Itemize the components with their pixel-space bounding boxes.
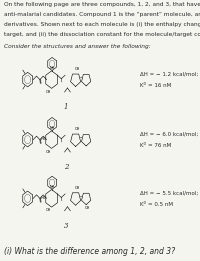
Text: 1: 1 bbox=[64, 103, 68, 111]
Text: OH: OH bbox=[84, 206, 90, 210]
Text: OH: OH bbox=[46, 90, 51, 94]
Text: 2: 2 bbox=[64, 163, 68, 171]
Text: ΔH = − 6.0 kcal/mol;: ΔH = − 6.0 kcal/mol; bbox=[140, 131, 198, 137]
Text: OH: OH bbox=[75, 186, 80, 190]
Text: target, and (ii) the dissociation constant for the molecule/target complex.: target, and (ii) the dissociation consta… bbox=[4, 32, 200, 37]
Text: derivatives. Shown next to each molecule is (i) the enthalpy change when it bind: derivatives. Shown next to each molecule… bbox=[4, 22, 200, 27]
Text: Kᴰ = 0.5 nM: Kᴰ = 0.5 nM bbox=[140, 201, 173, 207]
Text: NH: NH bbox=[49, 66, 55, 70]
Text: NH: NH bbox=[49, 185, 55, 189]
Text: OH: OH bbox=[75, 127, 80, 132]
Text: Kᴰ = 76 nM: Kᴰ = 76 nM bbox=[140, 143, 171, 148]
Text: (i) What is the difference among 1, 2, and 3?: (i) What is the difference among 1, 2, a… bbox=[4, 247, 175, 256]
Text: Kᴰ = 16 nM: Kᴰ = 16 nM bbox=[140, 83, 171, 88]
Text: anti-malarial candidates. Compound 1 is the “parent” molecule, and 2 and 3 are: anti-malarial candidates. Compound 1 is … bbox=[4, 12, 200, 17]
Text: OH: OH bbox=[75, 67, 80, 72]
Text: 3: 3 bbox=[64, 222, 68, 230]
Text: HO: HO bbox=[41, 196, 46, 200]
Text: On the following page are three compounds, 1, 2, and 3, that have been investiga: On the following page are three compound… bbox=[4, 2, 200, 7]
Text: NH: NH bbox=[49, 126, 55, 130]
Text: OH: OH bbox=[46, 208, 51, 212]
Text: ΔH = − 1.2 kcal/mol;: ΔH = − 1.2 kcal/mol; bbox=[140, 71, 198, 76]
Text: ΔH = − 5.5 kcal/mol;: ΔH = − 5.5 kcal/mol; bbox=[140, 190, 198, 195]
Text: OH: OH bbox=[46, 150, 51, 154]
Text: Consider the structures and answer the following:: Consider the structures and answer the f… bbox=[4, 44, 151, 49]
Text: HO: HO bbox=[41, 137, 46, 141]
